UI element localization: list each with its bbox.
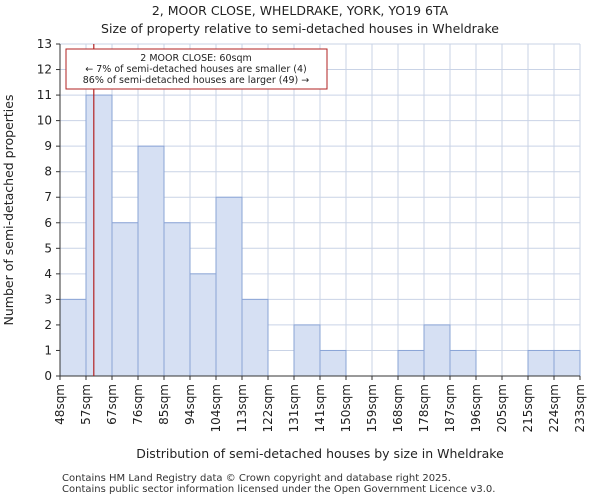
x-tick-label: 94sqm (183, 384, 197, 425)
y-tick-label: 1 (44, 343, 52, 357)
x-tick-label: 141sqm (313, 384, 327, 432)
bar (423, 324, 451, 377)
x-tick-label: 187sqm (443, 384, 457, 432)
y-tick-label: 3 (44, 292, 52, 306)
bar (215, 196, 243, 377)
x-tick-label: 159sqm (365, 384, 379, 432)
x-tick-label: 178sqm (417, 384, 431, 432)
x-tick-label: 104sqm (209, 384, 223, 432)
y-tick-label: 11 (37, 88, 52, 102)
footer-copyright: Contains HM Land Registry data © Crown c… (62, 473, 451, 484)
annotation-box: 2 MOOR CLOSE: 60sqm ← 7% of semi-detache… (65, 48, 328, 90)
x-tick-label: 205sqm (495, 384, 509, 432)
y-tick-label: 13 (37, 37, 52, 51)
bar (527, 349, 555, 377)
y-tick-label: 8 (44, 165, 52, 179)
bar (189, 273, 217, 377)
y-tick-label: 9 (44, 139, 52, 153)
x-tick-label: 196sqm (469, 384, 483, 432)
y-tick-label: 6 (44, 216, 52, 230)
bar (553, 349, 581, 377)
x-tick-label: 85sqm (157, 384, 171, 425)
bar (111, 222, 139, 377)
x-tick-label: 113sqm (235, 384, 249, 432)
y-tick-label: 12 (37, 63, 52, 77)
bar (163, 222, 191, 377)
bar (293, 324, 321, 377)
x-tick-label: 67sqm (105, 384, 119, 425)
annotation-border (65, 48, 328, 90)
x-tick-label: 48sqm (53, 384, 67, 425)
x-tick-label: 122sqm (261, 384, 275, 432)
x-tick-label: 168sqm (391, 384, 405, 432)
bar (85, 94, 113, 377)
footer-licence: Contains public sector information licen… (62, 484, 496, 495)
bar (241, 298, 269, 377)
bars (59, 94, 581, 377)
y-tick-label: 5 (44, 241, 52, 255)
bar (449, 349, 477, 377)
x-tick-label: 224sqm (547, 384, 561, 432)
bar (137, 145, 165, 377)
chart-subtitle: Size of property relative to semi-detach… (101, 21, 499, 36)
x-tick-label: 150sqm (339, 384, 353, 432)
y-axis-label: Number of semi-detached properties (1, 95, 16, 326)
y-tick-label: 4 (44, 267, 52, 281)
annotation-line-1: 2 MOOR CLOSE: 60sqm (140, 53, 251, 64)
annotation-line-2: ← 7% of semi-detached houses are smaller… (85, 64, 306, 75)
chart-title: 2, MOOR CLOSE, WHELDRAKE, YORK, YO19 6TA (151, 3, 449, 18)
x-tick-label: 131sqm (287, 384, 301, 432)
bar (397, 349, 425, 377)
x-axis-label: Distribution of semi-detached houses by … (136, 446, 504, 461)
x-tick-label: 76sqm (131, 384, 145, 425)
x-tick-label: 57sqm (79, 384, 93, 425)
y-tick-label: 7 (44, 190, 52, 204)
bar (319, 349, 347, 377)
y-tick-label: 2 (44, 318, 52, 332)
annotation-line-3: 86% of semi-detached houses are larger (… (83, 75, 310, 86)
y-tick-label: 10 (37, 114, 52, 128)
x-tick-label: 215sqm (521, 384, 535, 432)
y-tick-label: 0 (44, 369, 52, 383)
bar (59, 298, 87, 377)
x-tick-label: 233sqm (573, 384, 587, 432)
x-tick-labels: 48sqm 57sqm 67sqm 76sqm 85sqm 94sqm 104sqm 113s… (53, 376, 587, 432)
